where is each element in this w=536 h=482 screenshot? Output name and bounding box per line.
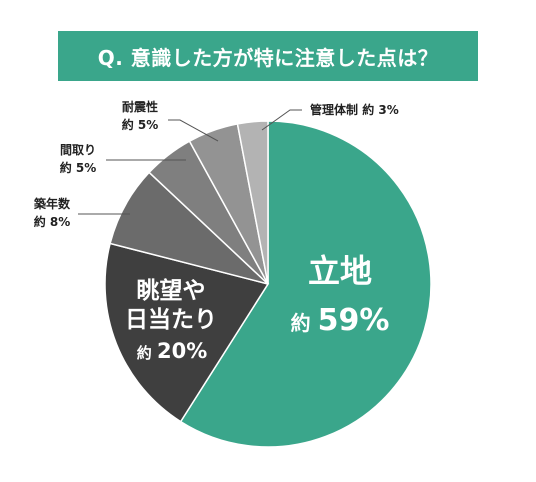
slice-label-name: 日当たり [125,307,217,333]
slice-value: 3% [378,103,398,117]
slice-label-value: 約 5% [60,160,97,175]
pie-slice-0 [179,120,432,448]
leader-line [168,119,219,142]
slice-label-value: 約 5% [122,117,159,132]
slice-label-name: 築年数 [33,196,71,211]
slice-label-value: 約 20% [137,339,208,363]
approx-prefix: 約 [137,344,157,362]
slice-label-value: 約 59% [291,303,390,338]
chart-title: Q. 意識した方が特に注意した点は？ [58,31,478,81]
approx-prefix: 約 [122,117,138,132]
slice-label-name: 眺望や [137,278,206,304]
slice-label: 管理体制 約 3% [310,102,399,117]
approx-prefix: 約 [362,102,378,117]
slice-label-name: 立地 [308,252,372,290]
slice-value: 20% [157,339,207,363]
slice-label-value: 約 8% [34,214,71,229]
pie-slice-1 [104,242,270,423]
approx-prefix: 約 [60,160,76,175]
slice-label-name: 管理体制 [310,102,362,117]
pie-slice-5 [236,120,269,285]
slice-value: 59% [318,303,390,338]
leader-line [261,109,302,131]
slice-value: 5% [76,161,96,175]
approx-prefix: 約 [34,214,50,229]
slice-value: 8% [50,215,70,229]
slice-label-name: 耐震性 [122,99,158,114]
approx-prefix: 約 [291,311,318,335]
slice-label-name: 間取り [60,143,96,157]
slice-value: 5% [138,118,158,132]
